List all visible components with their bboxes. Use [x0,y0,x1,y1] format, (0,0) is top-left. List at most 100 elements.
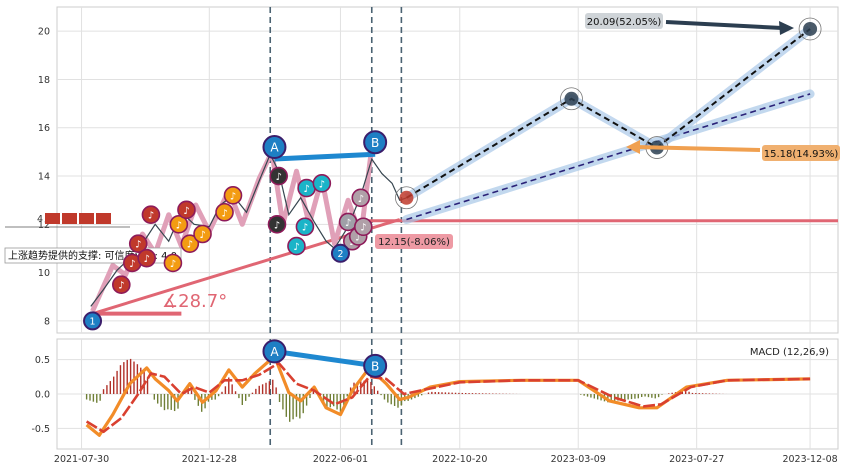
note-marker-glyph-17: ♪ [319,179,325,190]
forecast-path [405,28,811,199]
note-marker-glyph-2: ♪ [135,240,141,251]
callout-mid-arrow [635,145,761,152]
note-marker-17 [312,173,332,193]
ab-connector-price [274,151,376,162]
price-y-tick-4: 16 [38,123,50,134]
forecast-ring-1 [560,87,583,111]
x-tick-label-2: 2022-06-01 [313,454,368,465]
price-y-tick-0: 8 [44,316,50,327]
ab-connector-macd [274,348,376,369]
forecast-point-1 [564,91,579,106]
note-marker-glyph-8: ♪ [187,240,193,251]
note-marker-15 [295,217,315,237]
x-tick-label-4: 2023-03-09 [551,454,606,465]
note-marker-3 [137,248,156,268]
x-tick-label-3: 2022-10-20 [432,454,487,465]
macd-legend: MACD (12,26,9) [750,347,829,358]
note-marker-13 [269,166,288,186]
forecast-ring-3 [798,17,822,41]
point-2 [330,243,350,263]
note-marker-2 [128,234,148,253]
price-y-tick-1: 10 [38,268,50,279]
x-tick-label-1: 2021-12-28 [182,454,237,465]
note-marker-11 [223,186,243,205]
note-marker-glyph-18: ♪ [345,218,351,229]
stamp-icon-0 [45,213,60,224]
x-tick-label-5: 2023-07-27 [669,454,724,465]
note-marker-glyph-20: ♪ [355,232,361,243]
left-tick-label: 4 [37,214,43,225]
callout-top-text: 20.09(52.05%) [587,17,662,28]
note-marker-glyph-10: ♪ [221,208,227,219]
note-marker-14 [287,236,306,256]
point-A-macd-label: A [270,345,279,359]
note-marker-glyph-4: ♪ [148,211,154,222]
trend-channel-line [406,93,811,221]
note-marker-glyph-11: ♪ [230,191,236,202]
point-B-price [363,130,388,155]
stamp-icon-2 [79,213,94,224]
note-marker-6 [169,215,189,234]
note-marker-22 [354,217,373,237]
note-marker-glyph-22: ♪ [360,223,366,234]
note-marker-glyph-6: ♪ [176,220,182,231]
note-marker-4 [141,205,161,224]
point-A-price-label: A [270,141,279,155]
macd-y-tick-0: 0.5 [35,355,50,366]
note-marker-glyph-5: ♪ [170,259,176,270]
callout-mid-text: 15.18(14.93%) [764,149,839,160]
price-y-tick-2: 12 [38,220,50,231]
callout-top-bg [585,13,663,29]
macd-y-tick-2: -0.5 [31,424,50,435]
macd-y-tick-1: 0.0 [35,390,50,401]
note-marker-glyph-13: ♪ [275,172,281,183]
note-marker-glyph-7: ♪ [183,206,189,217]
callout-top-arrow [665,20,783,30]
forecast-point-0 [399,190,414,205]
point-A-macd [262,339,287,364]
callout-mid-bg [762,145,840,161]
note-marker-glyph-0: ♪ [118,281,124,292]
note-marker-glyph-15: ♪ [302,223,308,234]
callout-mid-arrowhead [626,140,640,154]
point-1 [83,311,103,331]
point-B-macd-label: B [371,359,379,373]
x-tick-label-6: 2023-12-08 [782,454,837,465]
note-marker-glyph-16: ♪ [303,184,309,195]
forecast-point-3 [803,21,818,36]
forecast-ring-0 [395,186,418,210]
note-marker-glyph-12: ♪ [274,220,280,231]
note-marker-glyph-9: ♪ [199,230,205,241]
x-tick-label-0: 2021-07-30 [54,454,109,465]
note-marker-glyph-21: ♪ [358,194,364,205]
stamp-icon-3 [96,213,111,224]
note-marker-5 [163,253,183,273]
stamp-icon-1 [62,213,77,224]
note-marker-glyph-3: ♪ [143,254,149,265]
point-1-label: 1 [90,316,96,327]
support-label-bg [375,234,453,249]
note-marker-glyph-14: ♪ [293,242,299,253]
trend-angle-label: ∡28.7° [162,291,227,312]
macd-dif-line [85,354,811,437]
point-A-price [262,135,287,160]
macd-dea-line [85,361,811,434]
point-B-macd [363,353,388,378]
note-marker-7 [177,200,196,220]
callout-top-arrowhead [779,21,794,35]
price-y-tick-5: 18 [38,75,50,86]
note-marker-12 [267,215,287,234]
note-marker-0 [112,275,131,295]
note-marker-9 [193,224,212,244]
note-marker-10 [215,202,234,222]
support-label-text: 12.15(-8.06%) [378,237,450,248]
note-marker-8 [180,234,200,253]
note-marker-21 [351,188,371,208]
point-2-label: 2 [337,249,343,260]
note-marker-glyph-1: ♪ [129,259,135,270]
price-y-tick-3: 14 [38,172,50,183]
price-y-tick-6: 20 [38,27,50,38]
price-line [90,152,407,307]
